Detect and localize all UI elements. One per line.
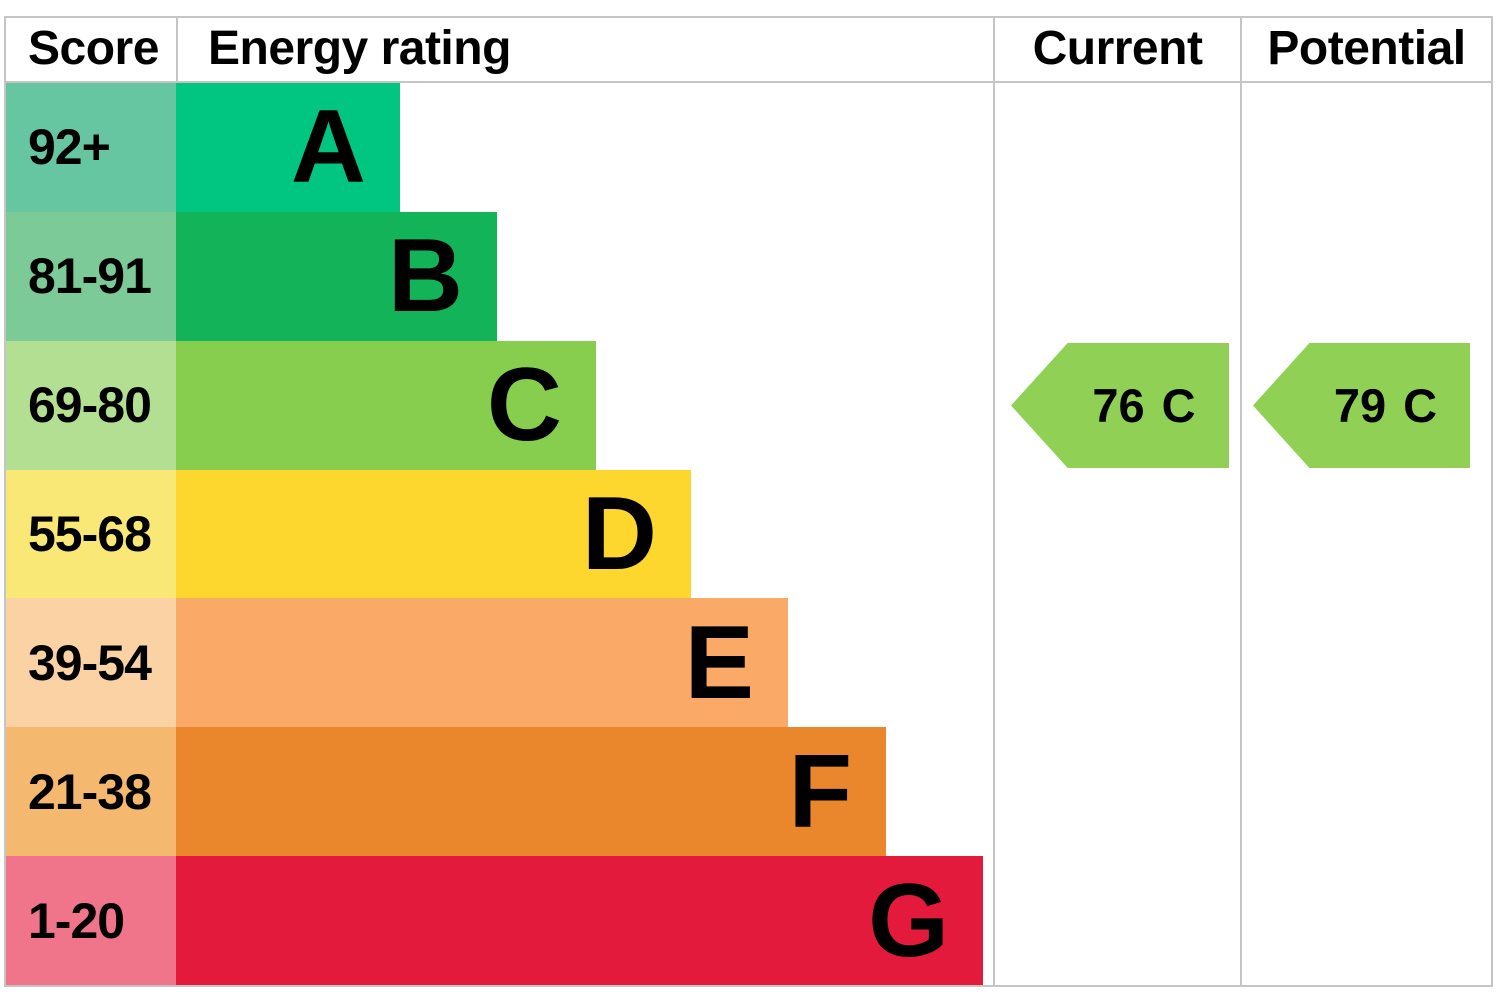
header-bottom-border	[4, 81, 1493, 83]
table-top-border	[4, 16, 1493, 18]
current-column-divider	[993, 16, 995, 987]
band-row: 1-20 G	[6, 856, 1406, 986]
score-column-divider	[176, 16, 178, 83]
band-letter: B	[387, 218, 463, 335]
potential-column-header: Potential	[1267, 22, 1466, 75]
potential-score-value: 79	[1333, 379, 1387, 432]
table-left-border	[4, 16, 6, 987]
band-row: 69-80 C	[6, 340, 1406, 470]
band-bar: A	[176, 83, 400, 212]
current-score-value: 76	[1092, 379, 1145, 432]
score-column-header: Score	[28, 22, 159, 75]
potential-rating-letter: C	[1403, 379, 1438, 432]
energy-rating-column-header: Energy rating	[208, 22, 511, 75]
band-row: 55-68 D	[6, 469, 1406, 599]
current-column-header: Current	[1032, 22, 1203, 75]
band-score-range: 39-54	[6, 598, 176, 728]
band-score-range: 81-91	[6, 211, 176, 341]
band-bar: B	[176, 211, 497, 341]
band-bar: D	[176, 469, 691, 599]
band-score-range: 69-80	[6, 340, 176, 470]
rating-bands: 92+ A 81-91 B 69-80 C 55-68 D 39-54	[6, 83, 1406, 986]
current-rating-letter: C	[1161, 379, 1196, 432]
band-letter: A	[290, 89, 366, 206]
band-score-range: 55-68	[6, 469, 176, 599]
band-bar: E	[176, 598, 788, 728]
band-row: 81-91 B	[6, 211, 1406, 341]
band-letter: D	[581, 476, 657, 592]
band-letter: G	[868, 862, 949, 979]
table-bottom-border	[4, 985, 1493, 987]
band-score-range: 21-38	[6, 727, 176, 857]
band-row: 21-38 F	[6, 727, 1406, 857]
band-letter: E	[684, 604, 754, 721]
band-row: 92+ A	[6, 83, 1406, 212]
potential-column-divider	[1240, 16, 1242, 987]
band-row: 39-54 E	[6, 598, 1406, 728]
table-right-border	[1491, 16, 1493, 987]
band-letter: C	[486, 347, 562, 464]
band-bar: F	[176, 727, 886, 857]
band-bar: G	[176, 856, 983, 986]
band-score-range: 1-20	[6, 856, 176, 986]
band-score-range: 92+	[6, 83, 176, 212]
band-bar: C	[176, 340, 596, 470]
band-letter: F	[788, 733, 852, 850]
